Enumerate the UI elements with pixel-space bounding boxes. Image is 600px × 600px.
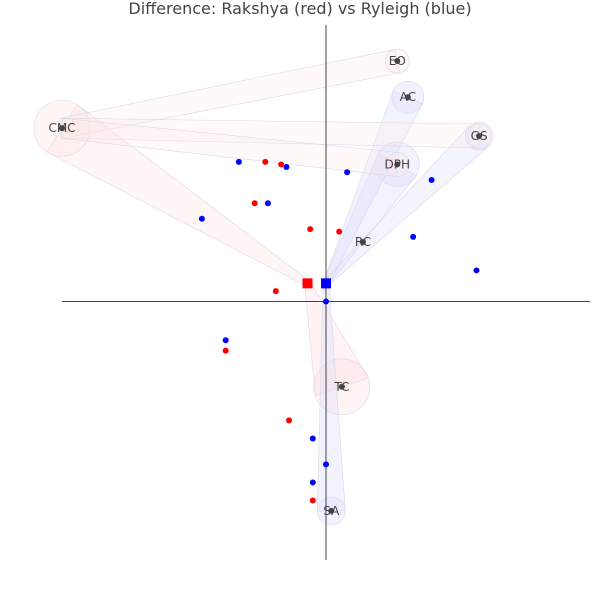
anchor-tc-label: TC bbox=[333, 380, 349, 394]
blue-point bbox=[264, 200, 271, 207]
anchor-cmc-dot bbox=[59, 125, 65, 132]
blue-point bbox=[222, 337, 229, 344]
red-point bbox=[278, 161, 285, 168]
anchor-gs-dot bbox=[476, 133, 483, 139]
anchor-eo-label: EO bbox=[389, 54, 406, 68]
blue-point bbox=[309, 435, 316, 442]
anchor-cmc-label: CMC bbox=[48, 121, 75, 135]
blue-point bbox=[410, 233, 417, 240]
red-point bbox=[222, 347, 229, 354]
blue-point bbox=[283, 164, 290, 171]
red-point bbox=[262, 158, 269, 165]
anchor-dph-dot bbox=[394, 161, 401, 168]
band-ac-blue bbox=[322, 90, 423, 285]
blue-point bbox=[235, 158, 242, 165]
blue-centroid-marker bbox=[321, 278, 331, 289]
anchor-gs-label: GS bbox=[471, 129, 488, 143]
anchor-sa-label: SA bbox=[323, 504, 340, 518]
blue-point bbox=[428, 176, 435, 183]
red-point bbox=[272, 288, 279, 295]
red-point bbox=[336, 228, 343, 235]
anchor-bands bbox=[33, 48, 494, 526]
anchor-sa-dot bbox=[328, 507, 335, 514]
blue-point bbox=[323, 298, 329, 305]
anchor-ac-label: AC bbox=[400, 90, 416, 104]
anchor-ac-dot bbox=[404, 94, 411, 101]
red-centroid-marker bbox=[302, 278, 313, 289]
anchor-tc-dot bbox=[338, 383, 345, 390]
blue-point bbox=[323, 461, 329, 468]
blue-point bbox=[309, 479, 316, 486]
blue-point bbox=[344, 169, 351, 176]
chart-title: Difference: Rakshya (red) vs Ryleigh (bl… bbox=[128, 0, 471, 18]
anchor-rc-label: RC bbox=[355, 235, 371, 249]
anchor-rc-dot bbox=[359, 239, 366, 245]
red-point bbox=[286, 417, 293, 424]
red-point bbox=[309, 497, 316, 504]
data-points bbox=[198, 158, 480, 504]
red-point bbox=[307, 226, 314, 233]
red-point bbox=[251, 200, 258, 207]
anchor-eo-dot bbox=[394, 58, 401, 65]
anchors: EO AC GS CMC DPH RC TC SA bbox=[48, 54, 487, 518]
blue-point bbox=[198, 215, 205, 222]
blue-point bbox=[473, 267, 480, 274]
anchor-dph-label: DPH bbox=[385, 157, 411, 171]
